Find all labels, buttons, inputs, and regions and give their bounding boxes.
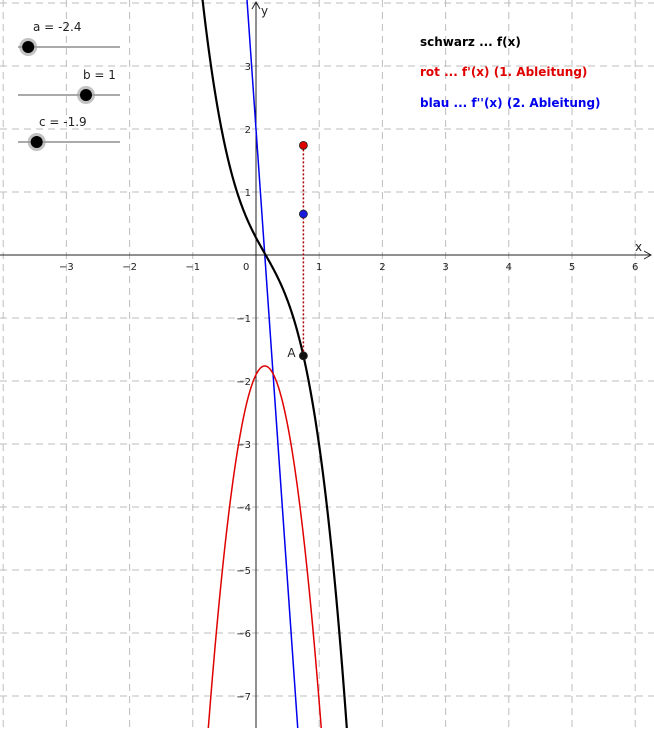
y-tick-label: −5: [236, 566, 251, 577]
slider-b[interactable]: b = 1: [18, 68, 120, 104]
sliders[interactable]: a = -2.4 b = 1 c = -1.9: [18, 20, 120, 151]
y-axis-label: y: [261, 4, 268, 18]
y-tick-label: −6: [236, 629, 251, 640]
slider-label: a = -2.4: [33, 20, 81, 34]
y-tick-label: 2: [245, 125, 251, 136]
x-tick-label: 5: [569, 262, 575, 273]
y-tick-label: −3: [236, 440, 251, 451]
point-a-label: A: [287, 346, 296, 360]
curves: [199, 0, 349, 733]
legend-black: schwarz ... f(x): [420, 35, 521, 49]
slider-knob[interactable]: [22, 41, 35, 53]
points: A: [287, 140, 308, 361]
x-tick-label: 3: [442, 262, 448, 273]
slider-knob[interactable]: [30, 136, 43, 148]
point-f2[interactable]: [298, 209, 308, 219]
tick-labels: −3 −2 −1 1 2 3 4 5 6 3 2 1 −1 −2 −3 −4 −5 −6 −7: [59, 62, 638, 703]
x-tick-label: 1: [316, 262, 322, 273]
y-tick-label: −1: [236, 314, 251, 325]
x-tick-label: −3: [59, 262, 74, 273]
series-f-first-derivative-line[interactable]: [206, 365, 324, 733]
y-tick-label: 3: [245, 62, 251, 73]
slider-label: c = -1.9: [39, 115, 87, 129]
x-tick-label: 4: [506, 262, 512, 273]
legend-blue: blau ... f''(x) (2. Ableitung): [420, 96, 601, 110]
y-tick-label: −4: [236, 503, 251, 514]
x-tick-label: 2: [379, 262, 385, 273]
series-f-second-derivative-line[interactable]: [245, 0, 300, 733]
slider-c[interactable]: c = -1.9: [18, 115, 120, 151]
series-f-line[interactable]: [199, 0, 349, 733]
x-axis-arrow: [643, 250, 653, 260]
y-tick-label: 1: [245, 188, 251, 199]
legend: schwarz ... f(x) rot ... f'(x) (1. Ablei…: [420, 35, 601, 110]
slider-label: b = 1: [83, 68, 116, 82]
y-tick-label: −7: [236, 692, 251, 703]
slider-a[interactable]: a = -2.4: [18, 20, 120, 56]
point-f1[interactable]: [298, 140, 308, 150]
x-axis-label: x: [635, 240, 642, 254]
y-axis-arrow: [251, 0, 261, 10]
x-tick-label: −1: [185, 262, 200, 273]
x-tick-label: −2: [122, 262, 137, 273]
x-tick-label: 6: [632, 262, 638, 273]
slider-knob[interactable]: [80, 89, 92, 101]
point-a[interactable]: [298, 351, 308, 361]
y-tick-label: −2: [236, 377, 251, 388]
legend-red: rot ... f'(x) (1. Ableitung): [420, 65, 587, 79]
origin-label: 0: [243, 262, 249, 273]
